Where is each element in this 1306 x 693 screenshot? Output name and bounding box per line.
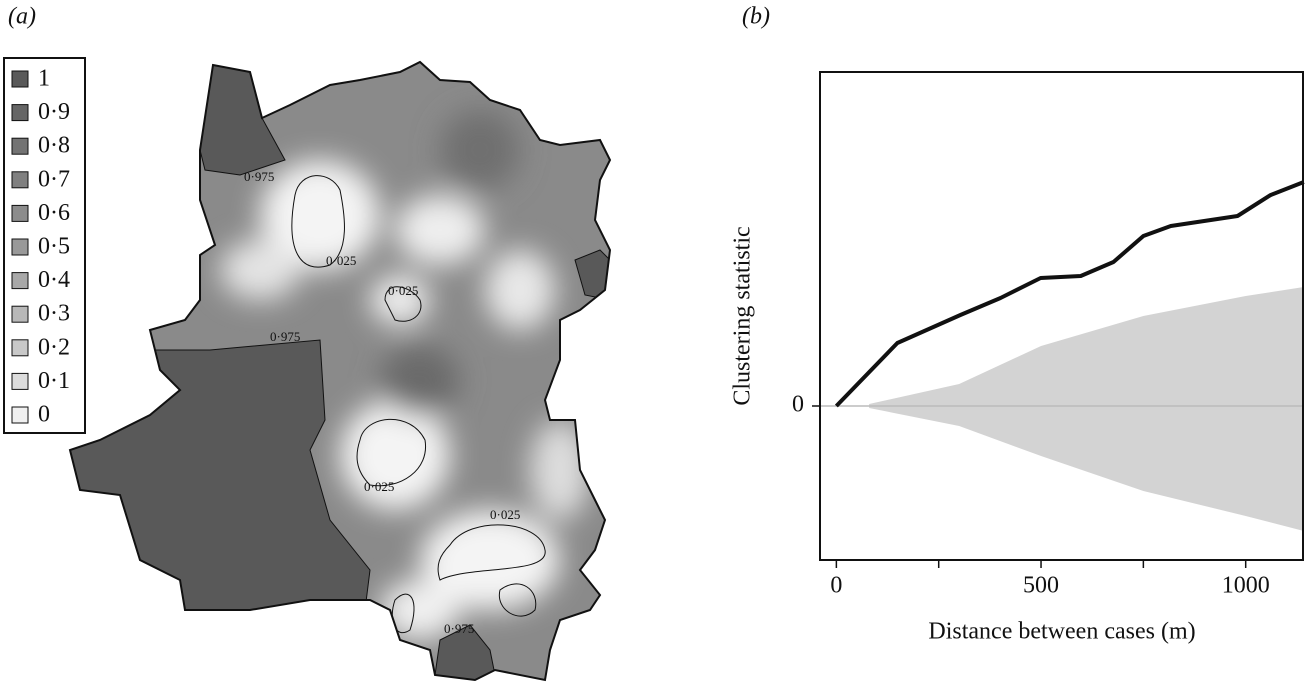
contour-label: 0·025 (326, 253, 356, 268)
legend-label: 0·4 (38, 267, 70, 293)
x-axis-label: Distance between cases (m) (928, 619, 1195, 645)
legend-label: 0·5 (38, 234, 70, 260)
legend-label: 0·3 (38, 301, 70, 327)
legend-swatch (11, 70, 29, 88)
legend: 1 0·9 0·8 0·7 0·6 0·5 0·4 0·3 0·2 0·1 0 (11, 66, 70, 428)
legend-label: 0·8 (38, 133, 70, 159)
line (834, 180, 1305, 408)
x-tick-label: 0 (830, 573, 842, 599)
map (70, 62, 610, 680)
x-tick-label: 1000 (1222, 573, 1270, 599)
legend-swatch (11, 137, 29, 155)
legend-label: 0·2 (38, 334, 70, 360)
legend-swatch (11, 204, 29, 222)
contour-label: 0·025 (490, 507, 520, 522)
legend-label: 0·7 (38, 166, 70, 192)
y-tick-label: 0 (792, 392, 804, 418)
contour-label: 0·975 (244, 169, 274, 184)
panel-label: (b) (742, 4, 770, 30)
legend-swatch (11, 406, 29, 424)
contour-label: 0·025 (364, 479, 394, 494)
legend-swatch (11, 171, 29, 189)
legend-swatch (11, 104, 29, 122)
legend-label: 0·1 (38, 368, 70, 394)
panel-label: (a) (8, 4, 36, 30)
legend-swatch (11, 339, 29, 357)
plot: 0 0 500 1000 (792, 71, 1305, 599)
legend-label: 0·9 (38, 99, 70, 125)
legend-swatch (11, 272, 29, 290)
envelope (869, 287, 1304, 531)
legend-swatch (11, 372, 29, 390)
x-tick-label: 500 (1023, 573, 1059, 599)
contour-label: 0·975 (270, 329, 300, 344)
legend-label: 1 (38, 66, 50, 92)
contour-label: 0·025 (388, 283, 418, 298)
y-axis-label: Clustering statistic (730, 226, 756, 405)
legend-label: 0 (38, 402, 50, 428)
legend-swatch (11, 305, 29, 323)
legend-swatch (11, 238, 29, 256)
plot-frame (819, 71, 1304, 561)
contour-label: 0·975 (444, 621, 474, 636)
legend-label: 0·6 (38, 200, 70, 226)
